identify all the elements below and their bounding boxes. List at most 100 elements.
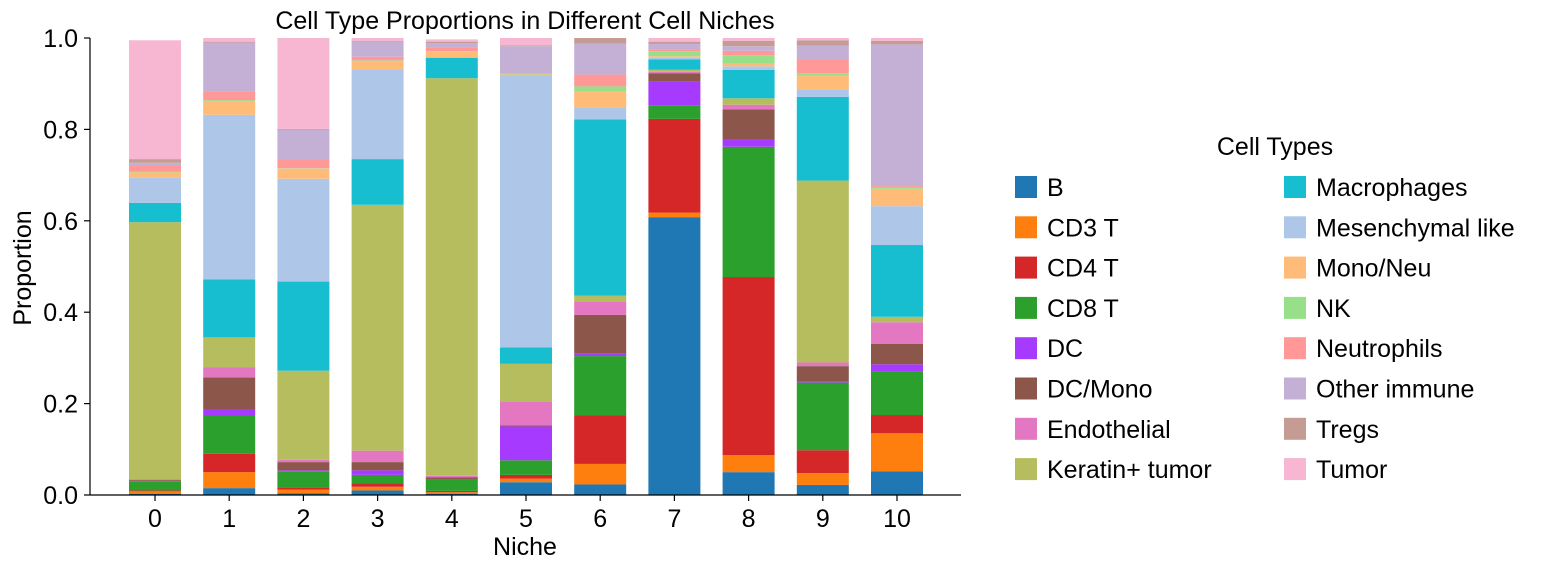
bar-segment-4-cd4-t xyxy=(426,491,478,492)
legend-label: Tumor xyxy=(1316,456,1387,484)
legend-swatch xyxy=(1284,257,1306,279)
legend-swatch xyxy=(1015,257,1037,279)
bar-segment-5-cd3-t xyxy=(500,479,552,483)
bar-segment-7-tumor xyxy=(648,38,700,42)
bar-segment-3-cd4-t xyxy=(352,483,404,487)
legend-swatch xyxy=(1284,337,1306,359)
bar-segment-10-tumor xyxy=(871,38,923,41)
bar-segment-7-cd3-t xyxy=(648,213,700,218)
bar-segment-7-dc-mono xyxy=(648,73,700,81)
bar-segment-9-macrophages xyxy=(797,97,849,181)
bar-segment-3-cd3-t xyxy=(352,487,404,491)
bar-segment-6-tregs xyxy=(574,38,626,43)
bar-segment-4-cd8-t xyxy=(426,479,478,490)
bar-segment-8-tumor xyxy=(723,38,775,41)
legend-label: CD3 T xyxy=(1047,214,1119,242)
legend-label: NK xyxy=(1316,295,1351,323)
bar-segment-6-endothelial xyxy=(574,301,626,315)
bar-segment-4-endothelial xyxy=(426,476,478,477)
bar-segment-6-dc xyxy=(574,354,626,356)
bar-segment-4-neutrophils xyxy=(426,48,478,52)
x-tick-label: 5 xyxy=(519,505,533,533)
bar-segment-7-mono-neu xyxy=(648,56,700,57)
bar-segment-3-keratin-tumor xyxy=(352,205,404,451)
bar-segment-9-neutrophils xyxy=(797,59,849,73)
bars-layer xyxy=(129,38,923,495)
bar-segment-1-mono-neu xyxy=(203,101,255,115)
legend-swatch xyxy=(1284,418,1306,440)
bar-segment-8-tregs xyxy=(723,41,775,46)
bar-segment-1-cd3-t xyxy=(203,472,255,488)
legend-item-neutrophils: Neutrophils xyxy=(1284,335,1442,363)
bar-segment-5-keratin-tumor xyxy=(500,364,552,401)
bar-segment-8-b xyxy=(723,472,775,495)
bar-segment-10-tregs xyxy=(871,41,923,45)
y-tick-label: 0.6 xyxy=(43,208,78,236)
bar-segment-10-cd3-t xyxy=(871,433,923,471)
bar-segment-9-mesenchymal-like xyxy=(797,89,849,97)
bar-segment-5-cd4-t xyxy=(500,475,552,479)
bar-segment-10-cd4-t xyxy=(871,415,923,433)
bar-segment-3-tumor xyxy=(352,38,404,41)
bar-segment-6-b xyxy=(574,484,626,495)
legend-item-endothelial: Endothelial xyxy=(1015,416,1171,444)
bar-segment-0-cd3-t xyxy=(129,491,181,493)
bar-segment-8-keratin-tumor xyxy=(723,98,775,104)
x-tick-label: 0 xyxy=(148,505,162,533)
legend-item-dc-mono: DC/Mono xyxy=(1015,376,1153,404)
bar-segment-10-endothelial xyxy=(871,322,923,343)
bar-segment-0-neutrophils xyxy=(129,166,181,172)
bar-segment-0-dc-mono xyxy=(129,480,181,481)
bar-segment-5-dc xyxy=(500,426,552,460)
bar-segment-10-mono-neu xyxy=(871,189,923,206)
bar-segment-6-neutrophils xyxy=(574,75,626,87)
bar-segment-6-nk xyxy=(574,86,626,91)
legend-item-cd4-t: CD4 T xyxy=(1015,255,1119,283)
bar-segment-9-nk xyxy=(797,73,849,75)
y-axis-label: Proportion xyxy=(9,210,37,325)
bar-segment-7-neutrophils xyxy=(648,49,700,51)
legend-swatch xyxy=(1284,458,1306,480)
bar-segment-8-cd4-t xyxy=(723,277,775,455)
bar-segment-2-cd8-t xyxy=(277,471,329,487)
bar-segment-7-b xyxy=(648,217,700,495)
bar-segment-3-dc xyxy=(352,470,404,475)
legend-swatch xyxy=(1015,176,1037,198)
bar-segment-8-neutrophils xyxy=(723,51,775,56)
legend-item-tregs: Tregs xyxy=(1284,416,1379,444)
bar-segment-8-macrophages xyxy=(723,70,775,98)
bar-segment-3-macrophages xyxy=(352,159,404,205)
bar-segment-3-endothelial xyxy=(352,451,404,462)
bar-segment-6-mesenchymal-like xyxy=(574,108,626,119)
bar-segment-2-cd4-t xyxy=(277,487,329,489)
bar-segment-10-b xyxy=(871,471,923,495)
legend-swatch xyxy=(1015,418,1037,440)
bar-segment-7-macrophages xyxy=(648,59,700,69)
legend-title: Cell Types xyxy=(1217,133,1333,161)
legend-swatch xyxy=(1284,176,1306,198)
bar-segment-10-keratin-tumor xyxy=(871,317,923,322)
x-tick-label: 1 xyxy=(222,505,236,533)
bar-segment-1-tumor xyxy=(203,38,255,42)
bar-segment-2-endothelial xyxy=(277,460,329,462)
bar-segment-3-mono-neu xyxy=(352,61,404,69)
bar-segment-5-tumor xyxy=(500,38,552,45)
bar-segment-2-tumor xyxy=(277,38,329,129)
bar-segment-5-other-immune xyxy=(500,46,552,73)
bar-segment-1-cd8-t xyxy=(203,415,255,454)
bar-segment-0-mono-neu xyxy=(129,172,181,177)
legend-swatch xyxy=(1015,297,1037,319)
y-ticks: 0.00.20.40.60.81.0 xyxy=(43,25,90,510)
bar-segment-1-macrophages xyxy=(203,279,255,337)
legend-item-cd8-t: CD8 T xyxy=(1015,295,1119,323)
bar-segment-0-tregs xyxy=(129,159,181,163)
bar-segment-4-dc-mono xyxy=(426,477,478,479)
bar-segment-3-other-immune xyxy=(352,42,404,57)
bar-segment-9-tumor xyxy=(797,38,849,40)
bar-segment-9-dc xyxy=(797,382,849,383)
legend-swatch xyxy=(1015,458,1037,480)
y-tick-label: 0.2 xyxy=(43,391,78,419)
bar-segment-8-mono-neu xyxy=(723,64,775,67)
bar-segment-6-cd3-t xyxy=(574,464,626,485)
